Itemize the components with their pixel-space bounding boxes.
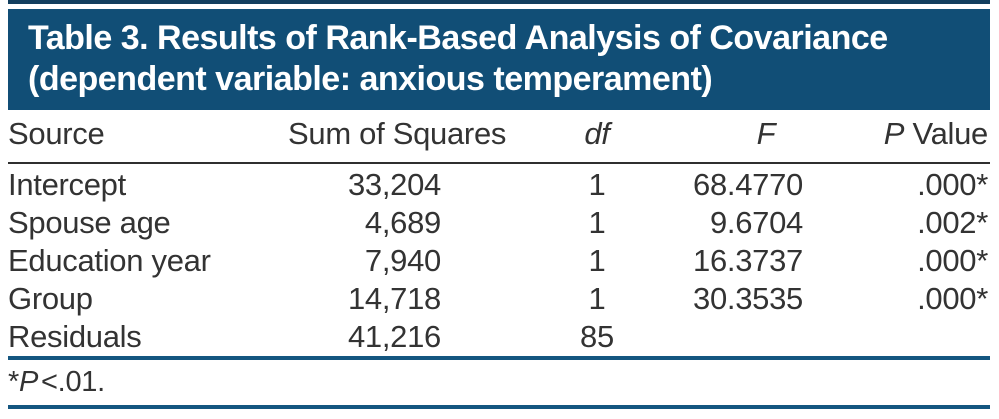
table-row: Group 14,718 1 30.3535 .000* <box>8 280 990 318</box>
anova-table: Source Sum of Squares df F P Value Inter… <box>8 110 990 356</box>
cell-f: 30.3535 <box>693 281 803 316</box>
table-row: Spouse age 4,689 1 9.6704 .002* <box>8 204 990 242</box>
cell-source: Spouse age <box>8 205 171 240</box>
footnote-p-symbol: P <box>19 366 39 398</box>
cell-sum-of-squares: 14,718 <box>347 281 441 316</box>
table-row: Education year 7,940 1 16.3737 .000* <box>8 242 990 280</box>
cell-f <box>688 318 844 356</box>
column-header-f: F <box>688 110 844 164</box>
table-figure: Table 3. Results of Rank-Based Analysis … <box>8 0 990 409</box>
column-header-df: df <box>506 110 688 164</box>
table-title-line1: Table 3. Results of Rank-Based Analysis … <box>28 19 888 57</box>
cell-source: Residuals <box>8 319 142 354</box>
cell-p-value <box>844 318 990 356</box>
cell-p-value: .000* <box>917 281 988 316</box>
table-title-line2: (dependent variable: anxious temperament… <box>28 60 713 98</box>
bottom-rule <box>8 405 990 409</box>
cell-sum-of-squares: 7,940 <box>364 243 441 278</box>
cell-source: Group <box>8 281 93 316</box>
cell-sum-of-squares: 4,689 <box>364 205 441 240</box>
column-header-source: Source <box>8 110 288 164</box>
column-header-sum-of-squares: Sum of Squares <box>288 110 506 164</box>
cell-f: 68.4770 <box>693 167 803 202</box>
cell-source: Education year <box>8 243 211 278</box>
cell-p-value: .000* <box>917 243 988 278</box>
table-row: Intercept 33,204 1 68.4770 .000* <box>8 163 990 204</box>
table-title-bar: Table 3. Results of Rank-Based Analysis … <box>8 9 990 110</box>
footnote-marker: * <box>8 366 19 398</box>
cell-df: 85 <box>580 319 614 354</box>
top-rule <box>8 0 990 4</box>
header-row: Source Sum of Squares df F P Value <box>8 110 990 164</box>
cell-sum-of-squares: 41,216 <box>347 319 441 354</box>
cell-df: 1 <box>588 243 606 278</box>
footnote-top-rule <box>8 356 990 360</box>
footnote: *P <.01. <box>8 360 990 405</box>
cell-f: 16.3737 <box>693 243 803 278</box>
column-header-p-value: P Value <box>844 110 990 164</box>
cell-p-value: .002* <box>917 205 988 240</box>
cell-f: 9.6704 <box>709 205 803 240</box>
cell-source: Intercept <box>8 167 126 202</box>
cell-sum-of-squares: 33,204 <box>347 167 441 202</box>
cell-df: 1 <box>588 167 606 202</box>
cell-p-value: .000* <box>917 167 988 202</box>
cell-df: 1 <box>588 281 606 316</box>
table-row: Residuals 41,216 85 <box>8 318 990 356</box>
footnote-text: <.01. <box>41 366 105 398</box>
cell-df: 1 <box>588 205 606 240</box>
